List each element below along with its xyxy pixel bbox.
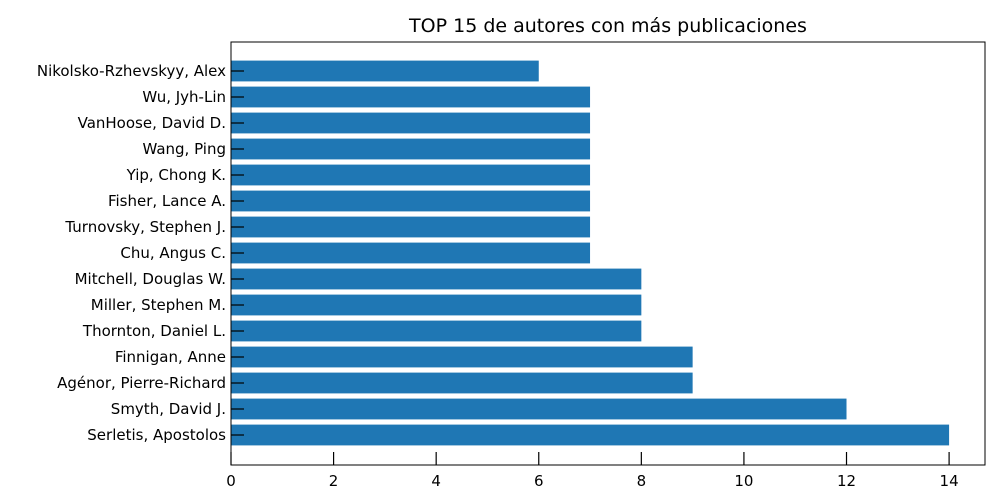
x-axis: 0 2 4 6 8 10 12 14 [226,452,959,490]
y-tick-label: Mitchell, Douglas W. [75,270,226,288]
bar [231,320,642,342]
y-tick-label: Agénor, Pierre-Richard [57,374,226,392]
bar [231,60,539,82]
y-tick-label: Nikolsko-Rzhevskyy, Alex [37,62,226,80]
y-axis: Serletis, Apostolos Smyth, David J. Agénor… [37,62,244,444]
bar [231,294,642,316]
y-tick-label: Wang, Ping [142,140,226,158]
x-tick-label: 0 [226,472,236,490]
bar [231,346,693,368]
y-tick-label: Chu, Angus C. [120,244,226,262]
chart-title: TOP 15 de autores con más publicaciones [408,15,807,37]
y-tick-label: Miller, Stephen M. [91,296,226,314]
y-tick-label: Thornton, Daniel L. [82,322,226,340]
y-tick-label: Yip, Chong K. [126,166,226,184]
bar [231,268,642,290]
bar [231,112,591,134]
bar [231,242,591,264]
x-tick-label: 8 [637,472,647,490]
x-tick-label: 12 [837,472,856,490]
bar [231,372,693,394]
bar [231,424,950,446]
y-tick-label: VanHoose, David D. [78,114,226,132]
bar [231,86,591,108]
x-tick-label: 14 [940,472,959,490]
y-tick-label: Turnovsky, Stephen J. [64,218,226,236]
plot-frame [230,41,986,466]
bar [231,164,591,186]
x-tick-label: 2 [329,472,339,490]
y-tick-label: Serletis, Apostolos [87,426,226,444]
bar [231,398,847,420]
x-tick-label: 10 [734,472,753,490]
y-tick-label: Smyth, David J. [111,400,226,418]
bar [231,190,591,212]
y-tick-label: Fisher, Lance A. [108,192,226,210]
x-tick-label: 6 [534,472,544,490]
bar [231,216,591,238]
y-tick-label: Wu, Jyh-Lin [142,88,226,106]
bar [231,138,591,160]
y-tick-label: Finnigan, Anne [115,348,226,366]
x-tick-label: 4 [431,472,441,490]
bars-group [231,60,950,446]
